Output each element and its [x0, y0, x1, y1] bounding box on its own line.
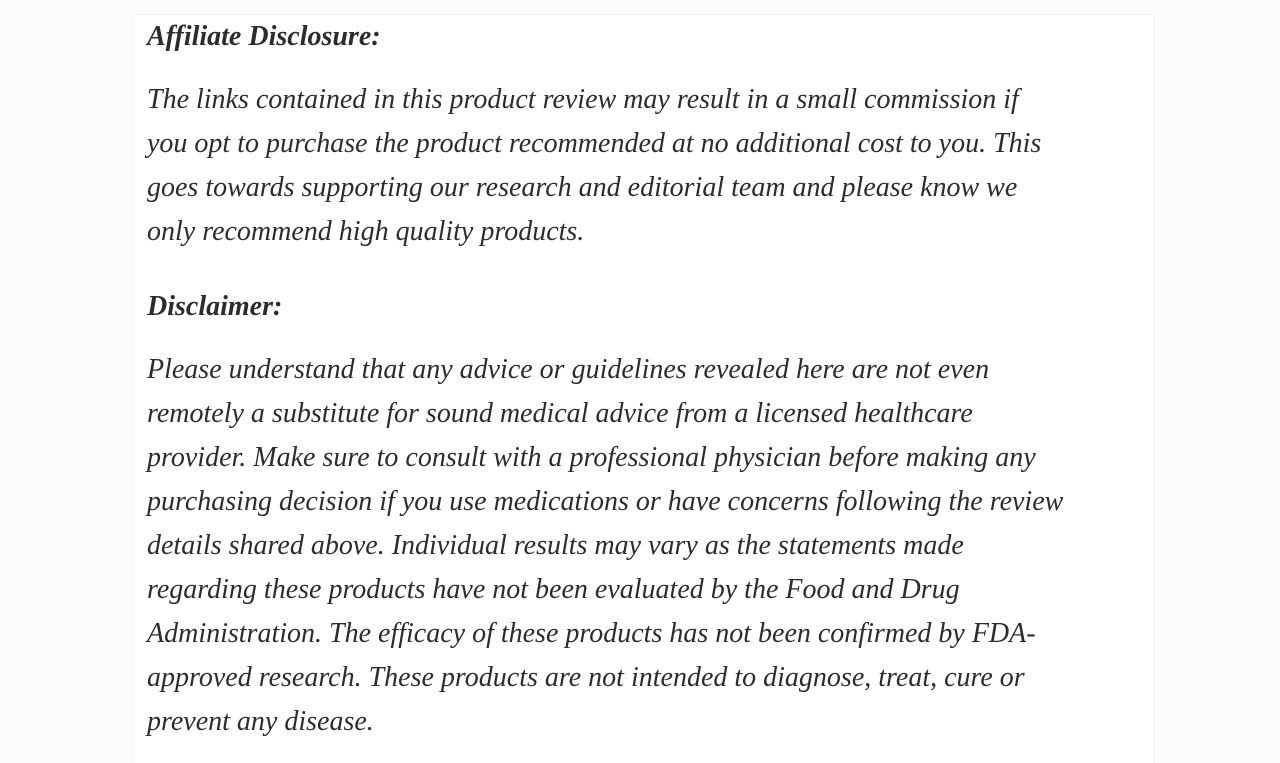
text-line: details shared above. Individual results…	[147, 530, 964, 561]
text-line: only recommend high quality products.	[147, 216, 585, 247]
text-line: goes towards supporting our research and…	[147, 172, 1018, 203]
text-line: purchasing decision if you use medicatio…	[147, 486, 1064, 517]
section-heading-affiliate-disclosure: Affiliate Disclosure:	[147, 21, 381, 52]
section-body-affiliate-disclosure: The links contained in this product revi…	[147, 78, 1154, 254]
text-line: prevent any disease.	[147, 706, 374, 737]
disclosure-article: Affiliate Disclosure: The links contained…	[134, 15, 1154, 744]
text-line: The links contained in this product revi…	[147, 84, 1019, 115]
text-line: Please understand that any advice or gui…	[147, 354, 990, 385]
text-line: you opt to purchase the product recommen…	[147, 128, 1042, 159]
text-line: Administration. The efficacy of these pr…	[147, 618, 1036, 649]
text-line: remotely a substitute for sound medical …	[147, 398, 973, 429]
section-heading-disclaimer: Disclaimer:	[147, 291, 283, 322]
text-line: provider. Make sure to consult with a pr…	[147, 442, 1036, 473]
text-line: approved research. These products are no…	[147, 662, 1025, 693]
text-line: regarding these products have not been e…	[147, 574, 960, 605]
article-card: Affiliate Disclosure: The links contained…	[133, 14, 1155, 763]
section-body-disclaimer: Please understand that any advice or gui…	[147, 348, 1154, 744]
